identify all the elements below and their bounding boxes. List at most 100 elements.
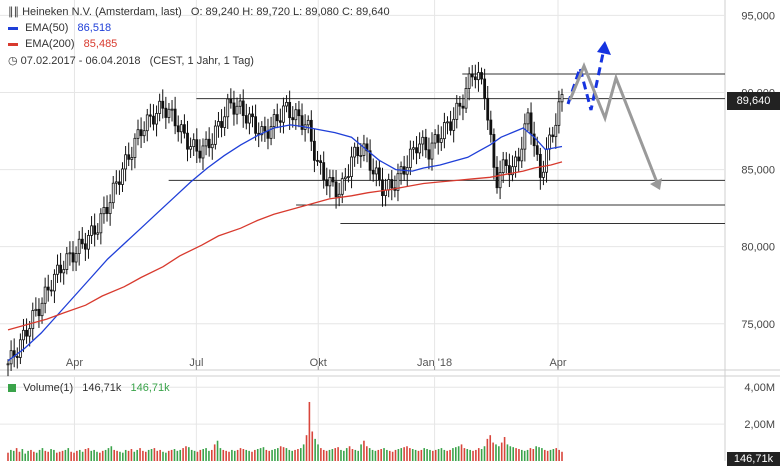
volume-bar	[535, 446, 537, 461]
date-range: 07.02.2017 - 06.04.2018	[20, 55, 141, 67]
volume-bar	[423, 448, 426, 461]
volume-bar	[50, 449, 52, 461]
volume-bar	[377, 449, 380, 461]
volume-bar	[202, 449, 204, 461]
forecast-blue-arrow	[566, 43, 607, 111]
volume-bar	[188, 447, 190, 461]
candle-body	[108, 202, 112, 214]
volume-bar	[437, 449, 440, 461]
volume-bar	[432, 450, 434, 461]
candle-body	[486, 97, 490, 121]
volume-bar	[64, 449, 67, 461]
candle-body	[545, 148, 548, 173]
candle-body	[470, 73, 474, 78]
volume-bar	[199, 449, 202, 461]
candle-body	[442, 122, 446, 140]
candle-body	[337, 193, 341, 198]
volume-bar	[99, 452, 101, 461]
volume-bar	[325, 450, 328, 461]
volume-bar	[532, 449, 535, 461]
candle-body	[507, 165, 511, 176]
volume-bar	[489, 435, 492, 461]
candle-body	[436, 134, 440, 143]
volume-bar	[354, 449, 357, 461]
volume-bar	[391, 451, 394, 461]
volume-bar	[409, 448, 411, 461]
candle-body	[473, 76, 477, 81]
volume-bar	[113, 449, 116, 461]
volume-bar	[357, 450, 359, 461]
candle-body	[449, 121, 452, 131]
ema50-swatch	[8, 26, 18, 30]
volume-bar	[337, 447, 339, 461]
x-tick-label: Jan '18	[417, 357, 452, 369]
volume-bar	[139, 448, 141, 461]
candle-body	[90, 225, 93, 236]
candle-body	[557, 101, 561, 126]
candle-body	[136, 129, 140, 139]
volume-bar	[417, 450, 420, 461]
candle-body	[25, 329, 28, 337]
volume-bar	[27, 450, 29, 461]
volume-bar	[518, 449, 520, 461]
candle-body	[483, 78, 487, 99]
volume-bar	[394, 449, 397, 461]
candle-body	[439, 138, 443, 143]
volume-bar	[150, 449, 153, 461]
candle-body	[18, 339, 22, 358]
volume-bar	[374, 450, 377, 461]
candle-body	[189, 146, 193, 150]
volume-label: Volume(1)	[23, 382, 74, 394]
candle-body	[266, 130, 270, 139]
volume-bar	[552, 449, 555, 461]
volume-bar	[360, 444, 362, 461]
candle-body	[309, 119, 313, 142]
volume-bar	[460, 444, 463, 461]
candle-body	[427, 149, 431, 160]
candle-body	[192, 139, 196, 148]
volume-bar	[503, 437, 506, 461]
volume-tag-value: 146,71k	[733, 453, 774, 465]
volume-bar	[363, 440, 365, 461]
volume-bar	[541, 448, 543, 461]
x-tick-label: Okt	[310, 357, 327, 369]
candle-body	[139, 129, 143, 137]
volume-bar	[67, 448, 70, 461]
volume-bar	[285, 448, 288, 461]
candle-body	[74, 253, 78, 263]
candle-body	[179, 124, 183, 133]
candle-body	[495, 166, 499, 189]
candle-body	[232, 102, 236, 115]
candle-body	[288, 101, 292, 119]
candle-body	[433, 134, 437, 144]
volume-bar	[245, 449, 248, 461]
candle-body	[275, 114, 279, 122]
volume-bar	[231, 449, 233, 461]
candle-body	[204, 138, 208, 147]
volume-swatch	[8, 384, 16, 393]
volume-bar	[116, 450, 118, 461]
volume-bar	[251, 451, 253, 461]
volume-bar	[96, 451, 98, 461]
candle-body	[415, 147, 418, 154]
candle-body	[387, 179, 391, 191]
volume-bar	[265, 449, 268, 461]
x-tick-label: Apr	[549, 357, 566, 369]
legend-title-row: ∥∥ Heineken N.V. (Amsterdam, last) O: 89…	[8, 5, 390, 18]
volume-bar	[222, 449, 225, 461]
volume-bar	[12, 450, 15, 461]
volume-bar	[167, 450, 170, 461]
candle-body	[455, 102, 459, 120]
volume-tag: 146,71k	[727, 452, 780, 466]
volume-bar	[35, 452, 38, 461]
volume-bar	[561, 451, 563, 461]
volume-bar	[259, 448, 262, 461]
candle-body	[511, 166, 514, 176]
candle-body	[362, 143, 366, 156]
volume-bar	[130, 449, 133, 461]
volume-bar	[317, 444, 319, 461]
candle-body	[350, 156, 353, 177]
candle-body	[43, 286, 47, 304]
candle-body	[102, 207, 106, 215]
